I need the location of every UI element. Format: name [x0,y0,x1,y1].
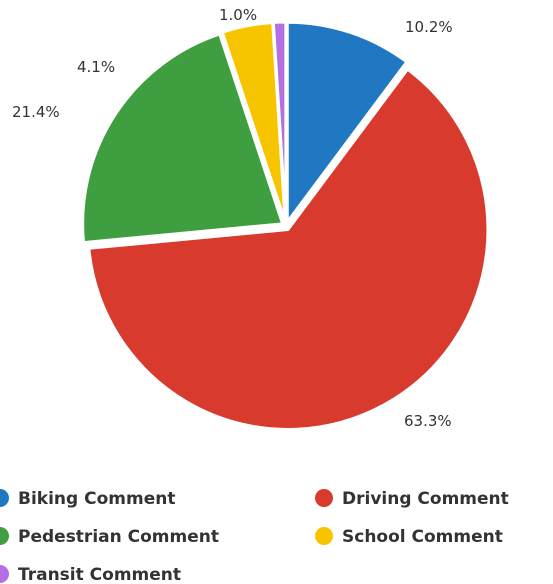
legend-marker-school-comment [315,527,333,545]
legend-marker-driving-comment [315,489,333,507]
pie-slice-driving-comment [87,67,490,431]
legend-marker-pedestrian-comment [0,527,9,545]
legend-marker-transit-comment [0,565,9,583]
legend-item-pedestrian-comment[interactable]: Pedestrian Comment [0,527,219,547]
legend-label-biking-comment: Biking Comment [18,489,175,509]
legend-item-school-comment[interactable]: School Comment [315,527,503,547]
legend-item-transit-comment[interactable]: Transit Comment [0,565,181,584]
legend-item-driving-comment[interactable]: Driving Comment [315,489,509,509]
legend-marker-biking-comment [0,489,9,507]
pie-slice-biking-comment [285,20,409,224]
pie-slice-pedestrian-comment [81,32,285,245]
legend-label-school-comment: School Comment [342,527,503,547]
slice-labels: 10.2% 63.3% 21.4% 4.1% 1.0% [12,6,453,430]
data-label-biking-comment: 10.2% [405,18,453,36]
data-label-transit-comment: 1.0% [219,6,257,24]
data-label-driving-comment: 63.3% [404,412,452,430]
pie-slice-transit-comment [271,20,288,224]
data-label-pedestrian-comment: 21.4% [12,103,60,121]
pie-slices [81,20,490,431]
legend: Biking Comment Driving Comment Pedestrian … [0,489,509,584]
legend-label-driving-comment: Driving Comment [342,489,509,509]
data-label-school-comment: 4.1% [77,58,115,76]
legend-label-transit-comment: Transit Comment [18,565,181,584]
legend-item-biking-comment[interactable]: Biking Comment [0,489,175,509]
legend-label-pedestrian-comment: Pedestrian Comment [18,527,219,547]
